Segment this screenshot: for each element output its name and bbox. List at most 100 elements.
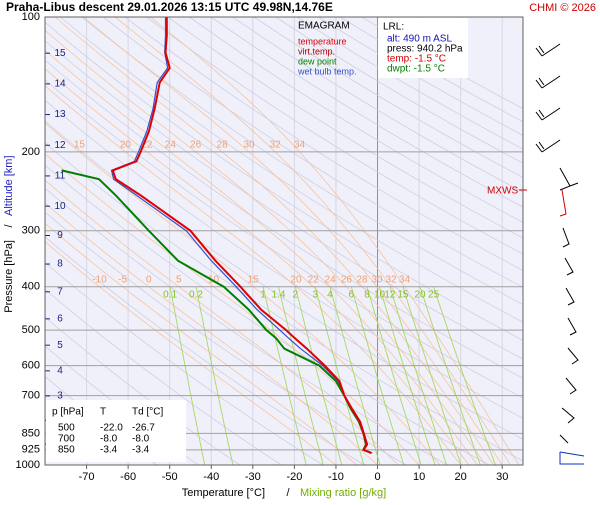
y-tick-label: 700 (22, 390, 40, 402)
y-tick-label: 200 (22, 146, 40, 158)
y-tick-label: 500 (22, 324, 40, 336)
wind-barb (565, 258, 573, 275)
y2-tick-label: 8 (57, 259, 63, 270)
y-axis-label-2: Altitude [km] (3, 155, 15, 216)
moist-adiabat-label: 34 (399, 274, 411, 285)
wind-barb (536, 76, 560, 88)
legend-entry: virt.temp. (298, 46, 335, 56)
wind-barb (560, 452, 584, 464)
moist-adiabat-label: 22 (308, 274, 320, 285)
x-tick-label: -20 (286, 471, 302, 483)
wind-barb (566, 288, 574, 305)
table-cell: -8.0 (132, 434, 150, 445)
table-cell: -22.0 (100, 423, 123, 434)
mixing-ratio-label: 3 (312, 289, 318, 300)
wind-barbs (536, 40, 584, 464)
moist-adiabat-label: 34 (294, 140, 306, 151)
mixing-ratio-label: 8 (364, 289, 370, 300)
mixing-ratio-label: 0.1 (163, 289, 177, 300)
wind-barb (560, 168, 578, 190)
x-tick-label: 30 (496, 471, 508, 483)
page-title: Praha-Libus descent 29.01.2026 13:15 UTC… (6, 0, 333, 14)
y-axis-label: Pressure [hPa] (3, 240, 15, 313)
table-cell: -26.7 (132, 423, 155, 434)
mixing-ratio-label: 25 (428, 289, 440, 300)
y2-tick-label: 3 (57, 391, 63, 402)
moist-adiabat-label: 30 (371, 274, 383, 285)
credit: CHMI © 2026 (529, 2, 596, 14)
mixing-ratio-label: 1.4 (271, 289, 285, 300)
wind-barb (563, 228, 569, 247)
x-tick-label: -60 (120, 471, 136, 483)
moist-adiabat-label: -10 (92, 274, 107, 285)
mixing-ratio-label: 4 (327, 289, 333, 300)
y2-tick-label: 10 (54, 201, 66, 212)
mxws-label: MXWS (487, 186, 518, 197)
moist-adiabat-label: 24 (325, 274, 337, 285)
mixing-ratio-label: 6 (349, 289, 355, 300)
moist-adiabat-label: 20 (120, 140, 132, 151)
table-cell: -8.0 (100, 434, 118, 445)
moist-adiabat-label: 5 (176, 274, 182, 285)
wind-barb (562, 408, 574, 423)
legend-entry: temperature (298, 36, 347, 46)
x-tick-label: 10 (413, 471, 425, 483)
wind-barb (566, 378, 576, 394)
table-header: p [hPa] (52, 407, 84, 418)
wind-barb (568, 348, 578, 364)
y-axis-label-group: Pressure [hPa] / Altitude [km] (3, 155, 15, 312)
wind-barb (560, 190, 566, 216)
y2-tick-label: 14 (54, 79, 66, 90)
y-tick-label: 1000 (16, 459, 40, 471)
plot-area (45, 17, 523, 465)
legend-entry: wet bulb temp. (297, 66, 357, 76)
mixing-ratio-label: 2 (293, 289, 299, 300)
table-cell: 500 (58, 423, 75, 434)
mixing-ratio-label: 12 (384, 289, 396, 300)
x-axis-label: Temperature [°C] (182, 487, 265, 499)
table-cell: -3.4 (132, 445, 150, 456)
moist-adiabat-label: 15 (74, 140, 86, 151)
moist-adiabat-label: 28 (217, 140, 229, 151)
y2-tick-label: 7 (57, 286, 63, 297)
y2-tick-label: 11 (55, 171, 66, 182)
moist-adiabat-label: 20 (290, 274, 302, 285)
moist-adiabat-label: 32 (385, 274, 397, 285)
y2-tick-label: 4 (57, 365, 63, 376)
mixing-ratio-label: 20 (414, 289, 426, 300)
y-tick-label: 300 (22, 225, 40, 237)
mixing-ratio-label: 15 (397, 289, 409, 300)
x-tick-label: 0 (374, 471, 380, 483)
y2-tick-label: 6 (57, 313, 63, 324)
legend-entry: dew point (298, 56, 337, 66)
moist-adiabat-label: 30 (243, 140, 255, 151)
mixing-ratio-label: 1 (260, 289, 266, 300)
lrl-line: dwpt: -1.5 °C (387, 64, 445, 75)
y-tick-label: 400 (22, 281, 40, 293)
y2-tick-label: 9 (57, 230, 63, 241)
moist-adiabat-label: 15 (248, 274, 260, 285)
moist-adiabat-label: 28 (356, 274, 368, 285)
mixing-ratio-label: 0.2 (189, 289, 203, 300)
y2-tick-label: 5 (57, 340, 63, 351)
y2-tick-label: 12 (54, 140, 66, 151)
moist-adiabat-label: 32 (270, 140, 282, 151)
y-tick-label: 850 (22, 427, 40, 439)
x-tick-label: -10 (328, 471, 344, 483)
x-axis-label-2: Mixing ratio [g/kg] (300, 487, 386, 499)
lrl-title: LRL: (383, 22, 404, 33)
table-header: Td [°C] (132, 407, 163, 418)
wind-barb (568, 318, 576, 335)
y2-tick-label: 15 (54, 48, 66, 59)
moist-adiabat-label: 26 (341, 274, 353, 285)
wind-barb (536, 44, 560, 56)
table-cell: 700 (58, 434, 75, 445)
table-cell: 850 (58, 445, 75, 456)
wind-barb (536, 108, 560, 120)
y-tick-label: 925 (22, 444, 40, 456)
x-axis-separator: / (286, 487, 290, 499)
legend-title: EMAGRAM (298, 21, 350, 32)
x-tick-label: -70 (79, 471, 95, 483)
y2-tick-label: 13 (54, 109, 66, 120)
